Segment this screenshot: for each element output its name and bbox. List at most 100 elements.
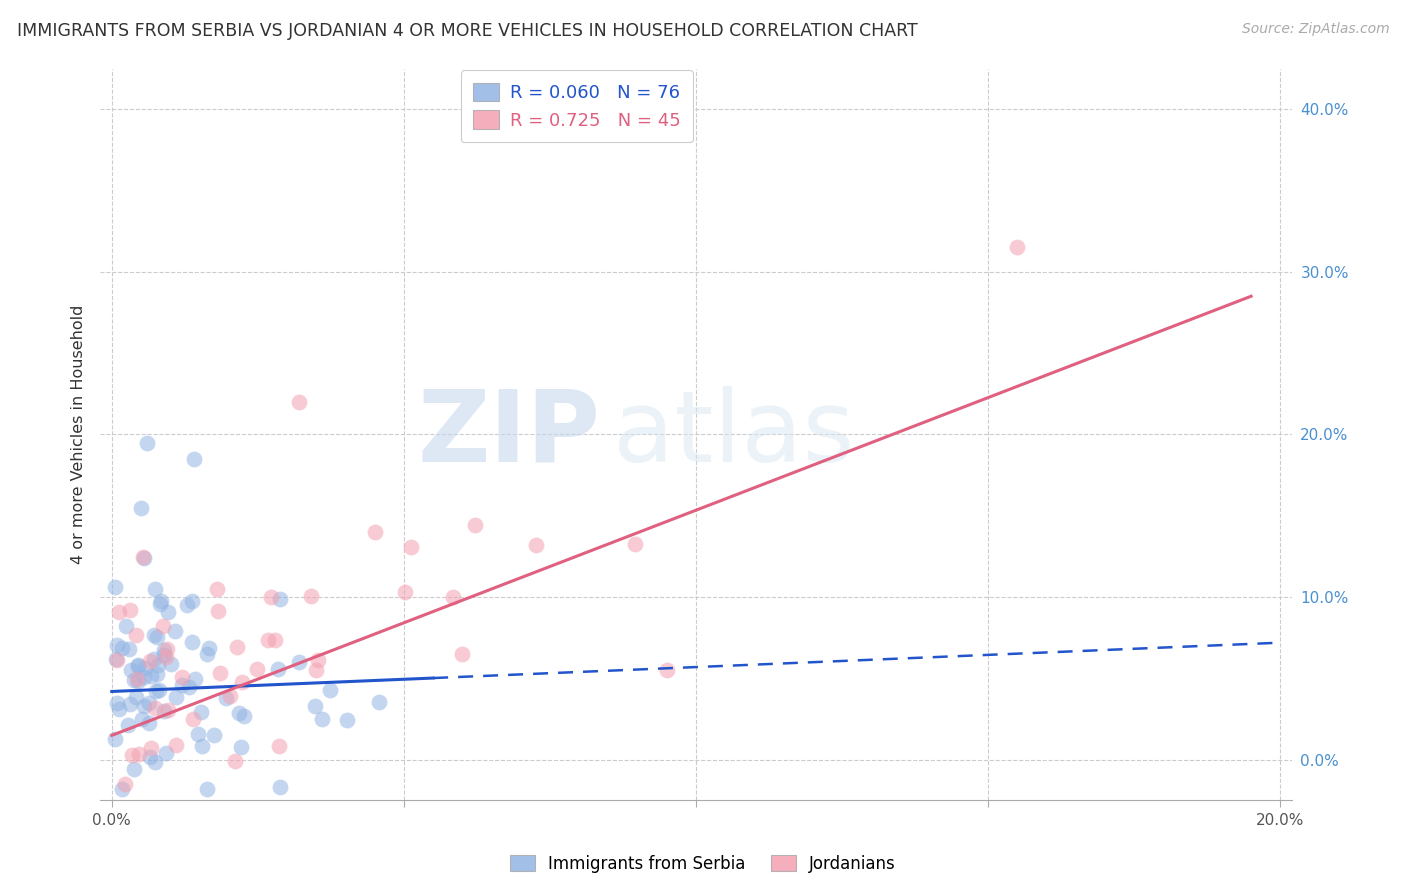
Point	[117, 718, 139, 732]
Point	[120, 697, 142, 711]
Point	[143, 582, 166, 596]
Point	[114, 777, 136, 791]
Text: IMMIGRANTS FROM SERBIA VS JORDANIAN 4 OR MORE VEHICLES IN HOUSEHOLD CORRELATION : IMMIGRANTS FROM SERBIA VS JORDANIAN 4 OR…	[17, 22, 918, 40]
Point	[155, 747, 177, 761]
Point	[143, 651, 166, 665]
Point	[153, 643, 176, 657]
Point	[124, 690, 146, 705]
Point	[181, 634, 204, 648]
Point	[288, 655, 311, 669]
Point	[105, 638, 128, 652]
Point	[225, 640, 247, 655]
Point	[139, 749, 162, 764]
Point	[143, 701, 166, 715]
Point	[134, 671, 156, 685]
Point	[257, 633, 280, 648]
Point	[146, 630, 169, 644]
Point	[219, 689, 242, 703]
Point	[179, 680, 201, 694]
Point	[114, 619, 136, 633]
Point	[125, 673, 148, 687]
Point	[127, 658, 149, 673]
Point	[155, 650, 177, 665]
Point	[107, 702, 129, 716]
Point	[138, 716, 160, 731]
Point	[269, 591, 291, 606]
Point	[205, 582, 228, 597]
Point	[104, 652, 127, 666]
Point	[132, 549, 155, 564]
Point	[364, 524, 387, 539]
Point	[269, 739, 291, 753]
Legend: R = 0.060   N = 76, R = 0.725   N = 45: R = 0.060 N = 76, R = 0.725 N = 45	[461, 70, 693, 143]
Point	[187, 727, 209, 741]
Point	[145, 756, 167, 770]
Point	[443, 591, 465, 605]
Point	[172, 678, 194, 692]
Point	[198, 640, 221, 655]
Point	[319, 682, 342, 697]
Point	[183, 451, 205, 466]
Point	[149, 598, 172, 612]
Point	[145, 667, 167, 681]
Point	[624, 536, 647, 550]
Point	[176, 598, 198, 612]
Point	[336, 714, 359, 728]
Point	[184, 672, 207, 686]
Point	[138, 696, 160, 710]
Point	[228, 706, 250, 720]
Point	[120, 663, 142, 677]
Point	[170, 670, 193, 684]
Point	[152, 704, 174, 718]
Point	[111, 782, 134, 797]
Point	[157, 703, 180, 717]
Point	[128, 747, 150, 761]
Point	[208, 665, 231, 680]
Point	[287, 395, 309, 409]
Point	[104, 580, 127, 594]
Text: Source: ZipAtlas.com: Source: ZipAtlas.com	[1241, 22, 1389, 37]
Point	[105, 653, 128, 667]
Point	[139, 669, 162, 683]
Point	[399, 540, 422, 554]
Point	[181, 712, 204, 726]
Point	[127, 674, 149, 689]
Point	[156, 606, 179, 620]
Point	[134, 550, 156, 565]
Point	[124, 762, 146, 776]
Y-axis label: 4 or more Vehicles in Household: 4 or more Vehicles in Household	[72, 305, 86, 564]
Point	[156, 641, 179, 656]
Point	[138, 654, 160, 668]
Point	[195, 782, 218, 797]
Point	[160, 657, 183, 671]
Point	[108, 605, 131, 619]
Point	[305, 663, 328, 677]
Point	[148, 682, 170, 697]
Point	[120, 603, 142, 617]
Point	[464, 518, 486, 533]
Point	[127, 658, 149, 673]
Point	[148, 658, 170, 673]
Point	[246, 662, 269, 676]
Point	[125, 628, 148, 642]
Point	[152, 648, 174, 662]
Point	[143, 628, 166, 642]
Point	[267, 662, 290, 676]
Point	[195, 647, 218, 661]
Point	[215, 691, 238, 706]
Point	[104, 732, 127, 747]
Point	[122, 673, 145, 688]
Point	[141, 740, 163, 755]
Point	[231, 674, 253, 689]
Point	[299, 590, 322, 604]
Point	[524, 538, 547, 552]
Point	[260, 591, 283, 605]
Point	[1007, 240, 1029, 254]
Point	[149, 594, 172, 608]
Point	[105, 696, 128, 710]
Point	[163, 624, 186, 639]
Point	[394, 585, 416, 599]
Point	[451, 647, 474, 661]
Point	[111, 641, 134, 656]
Point	[224, 755, 246, 769]
